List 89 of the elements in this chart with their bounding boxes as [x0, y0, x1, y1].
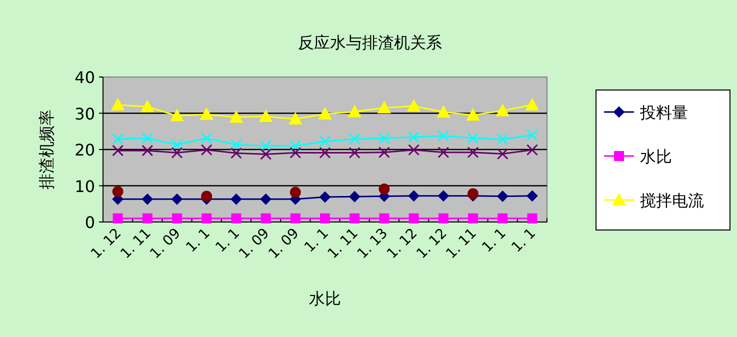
point — [172, 213, 182, 224]
point — [111, 98, 124, 110]
point — [348, 105, 362, 118]
point — [142, 194, 153, 205]
x-tick-label: 1. 1 — [508, 226, 540, 256]
x-axis-title: 水比 — [309, 289, 341, 308]
point — [438, 190, 449, 202]
point — [527, 213, 538, 224]
point — [350, 213, 360, 224]
point — [320, 213, 330, 224]
point — [408, 190, 420, 202]
point — [318, 107, 332, 120]
point — [408, 131, 420, 143]
y-tick-label: 10 — [74, 176, 95, 196]
point — [260, 140, 272, 152]
point — [438, 146, 450, 158]
point — [378, 146, 390, 158]
y-tick-label: 20 — [74, 140, 95, 160]
point — [142, 144, 154, 156]
point — [290, 140, 302, 152]
point — [408, 213, 419, 224]
point — [290, 186, 301, 198]
point — [230, 194, 242, 205]
point — [467, 132, 479, 144]
point — [200, 132, 212, 144]
point — [496, 104, 510, 116]
point — [496, 134, 508, 146]
point — [379, 213, 390, 224]
legend-label: 搅拌电流 — [640, 191, 704, 210]
point — [466, 108, 480, 121]
legend-label: 投料量 — [639, 103, 688, 122]
point — [378, 101, 391, 114]
point — [170, 109, 184, 122]
point — [230, 139, 242, 151]
legend-label: 水比 — [640, 147, 672, 166]
point — [378, 132, 390, 144]
point — [407, 100, 420, 112]
chart-title: 反应水与排渣机关系 — [298, 33, 442, 52]
point — [200, 108, 214, 120]
point — [230, 110, 243, 123]
point — [378, 184, 390, 195]
y-tick-label: 30 — [74, 104, 95, 124]
point — [497, 190, 508, 202]
point — [320, 191, 330, 202]
point — [201, 190, 212, 202]
point — [260, 148, 272, 160]
point — [231, 213, 242, 224]
point — [467, 146, 479, 158]
point — [112, 133, 124, 145]
x-tick-label: 1. 1 — [183, 226, 214, 256]
point — [172, 194, 182, 205]
point — [171, 147, 183, 159]
point — [290, 213, 300, 224]
point — [526, 144, 538, 156]
point — [260, 194, 272, 205]
point — [230, 147, 242, 159]
point — [496, 148, 508, 160]
point — [498, 213, 508, 224]
point — [438, 130, 450, 142]
point — [288, 112, 302, 125]
point — [260, 213, 271, 224]
y-tick-label: 40 — [74, 68, 95, 87]
point — [200, 144, 212, 156]
point — [526, 129, 538, 141]
point — [526, 190, 538, 202]
point — [171, 139, 183, 151]
point — [348, 133, 360, 145]
point — [436, 106, 450, 118]
point — [142, 213, 152, 224]
y-tick-label: 0 — [84, 213, 95, 232]
point — [290, 147, 302, 159]
y-axis-title: 排渣机频率 — [37, 110, 56, 190]
point — [319, 147, 331, 159]
point — [468, 213, 478, 224]
point — [408, 144, 420, 156]
point — [438, 213, 448, 224]
point — [142, 132, 154, 144]
point — [349, 191, 360, 202]
point — [348, 147, 360, 159]
point — [202, 213, 212, 224]
point — [468, 188, 478, 200]
x-tick-label: 1. 1 — [479, 226, 510, 256]
point — [140, 100, 154, 112]
point — [112, 186, 124, 198]
point — [259, 110, 272, 122]
point — [526, 98, 539, 110]
point — [112, 213, 123, 224]
point — [112, 144, 124, 156]
point — [319, 136, 331, 148]
